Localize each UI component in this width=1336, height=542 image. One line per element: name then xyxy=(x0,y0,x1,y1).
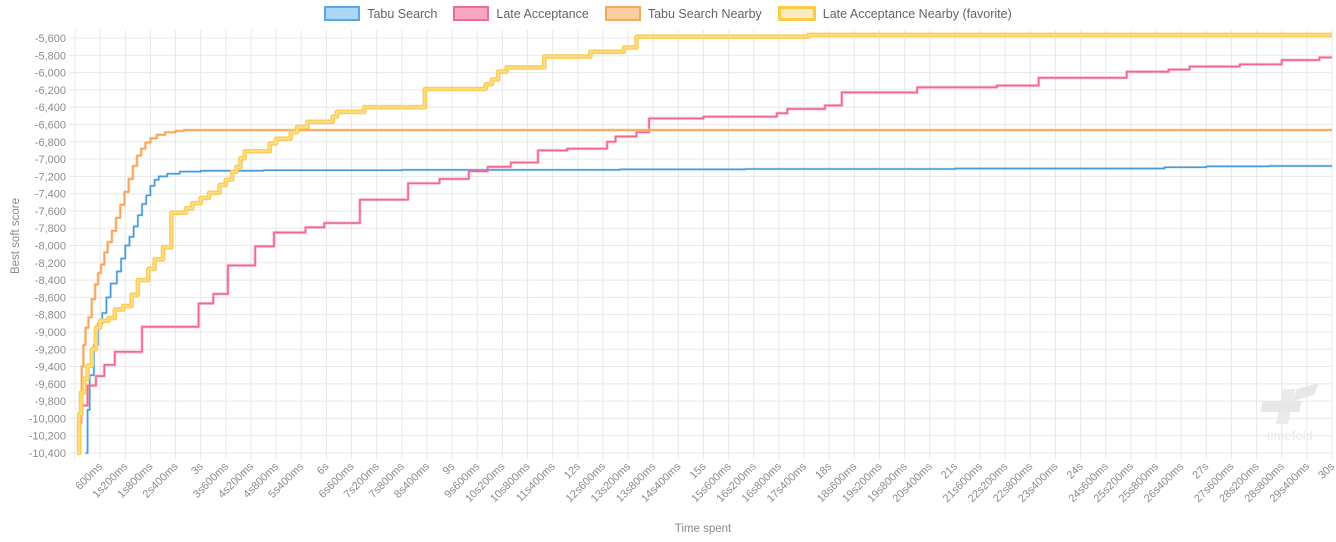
svg-text:9s: 9s xyxy=(441,460,458,477)
svg-text:-9,800: -9,800 xyxy=(35,396,66,408)
svg-text:30s: 30s xyxy=(1316,460,1336,481)
svg-text:18s: 18s xyxy=(813,460,834,481)
timefold-watermark: timefold xyxy=(1255,380,1325,443)
x-gridlines xyxy=(74,30,1333,459)
legend-swatch-late-acceptance-nearby xyxy=(777,6,816,21)
svg-text:-10,000: -10,000 xyxy=(29,413,66,425)
svg-text:-9,400: -9,400 xyxy=(35,362,66,374)
svg-text:-9,000: -9,000 xyxy=(35,327,66,339)
svg-text:-6,600: -6,600 xyxy=(35,119,66,131)
svg-text:-10,400: -10,400 xyxy=(29,448,66,460)
legend-item-tabu-search-nearby[interactable]: Tabu Search Nearby xyxy=(604,6,762,21)
series-late-acceptance-nearby-favorite xyxy=(76,32,1332,456)
legend-label: Tabu Search xyxy=(367,6,438,21)
series-tabu-search-nearby xyxy=(76,128,1332,451)
watermark-text: timefold xyxy=(1266,429,1314,443)
svg-text:-6,200: -6,200 xyxy=(35,85,66,97)
svg-text:-8,400: -8,400 xyxy=(35,275,66,287)
svg-text:-5,800: -5,800 xyxy=(35,50,66,62)
legend-swatch-tabu-search-nearby xyxy=(604,6,641,21)
svg-text:-7,200: -7,200 xyxy=(35,171,66,183)
y-tick-labels: -5,600 -5,800 -6,000 -6,200 -6,400 -6,600 -6,8… xyxy=(29,33,66,460)
x-axis-title: Time spent xyxy=(674,523,732,535)
svg-text:-8,000: -8,000 xyxy=(35,241,66,253)
svg-text:-6,000: -6,000 xyxy=(35,68,66,80)
series-tabu-search xyxy=(85,164,1332,455)
series-late-acceptance xyxy=(77,55,1332,451)
legend-label: Late Acceptance Nearby (favorite) xyxy=(822,6,1012,21)
svg-text:21s: 21s xyxy=(939,460,960,481)
svg-text:-8,600: -8,600 xyxy=(35,292,66,304)
legend-label: Tabu Search Nearby xyxy=(647,6,762,21)
svg-text:-7,400: -7,400 xyxy=(35,189,66,201)
svg-text:-7,800: -7,800 xyxy=(35,223,66,235)
svg-text:12s: 12s xyxy=(562,460,583,481)
svg-text:-6,800: -6,800 xyxy=(35,137,66,149)
legend-item-late-acceptance-nearby[interactable]: Late Acceptance Nearby (favorite) xyxy=(777,6,1012,21)
chart-legend: Tabu Search Late Acceptance Tabu Search … xyxy=(0,6,1336,21)
svg-text:-8,800: -8,800 xyxy=(35,310,66,322)
legend-item-tabu-search[interactable]: Tabu Search xyxy=(324,6,437,21)
legend-swatch-late-acceptance xyxy=(453,6,490,21)
svg-text:-7,600: -7,600 xyxy=(35,206,66,218)
svg-text:3s: 3s xyxy=(189,460,206,477)
svg-text:24s: 24s xyxy=(1065,460,1086,481)
svg-text:6s: 6s xyxy=(315,460,332,477)
y-gridlines xyxy=(69,37,1332,454)
svg-text:-5,600: -5,600 xyxy=(35,33,66,45)
legend-item-late-acceptance[interactable]: Late Acceptance xyxy=(453,6,589,21)
svg-text:-7,000: -7,000 xyxy=(35,154,66,166)
legend-swatch-tabu-search xyxy=(324,6,361,21)
svg-text:-8,200: -8,200 xyxy=(35,258,66,270)
svg-text:-10,200: -10,200 xyxy=(29,431,66,443)
svg-text:15s: 15s xyxy=(688,460,709,481)
legend-label: Late Acceptance xyxy=(496,6,589,21)
timefold-logo-icon xyxy=(1260,383,1319,424)
svg-text:27s: 27s xyxy=(1190,460,1211,481)
svg-text:-9,200: -9,200 xyxy=(35,344,66,356)
svg-text:-6,400: -6,400 xyxy=(35,102,66,114)
svg-text:-9,600: -9,600 xyxy=(35,379,66,391)
